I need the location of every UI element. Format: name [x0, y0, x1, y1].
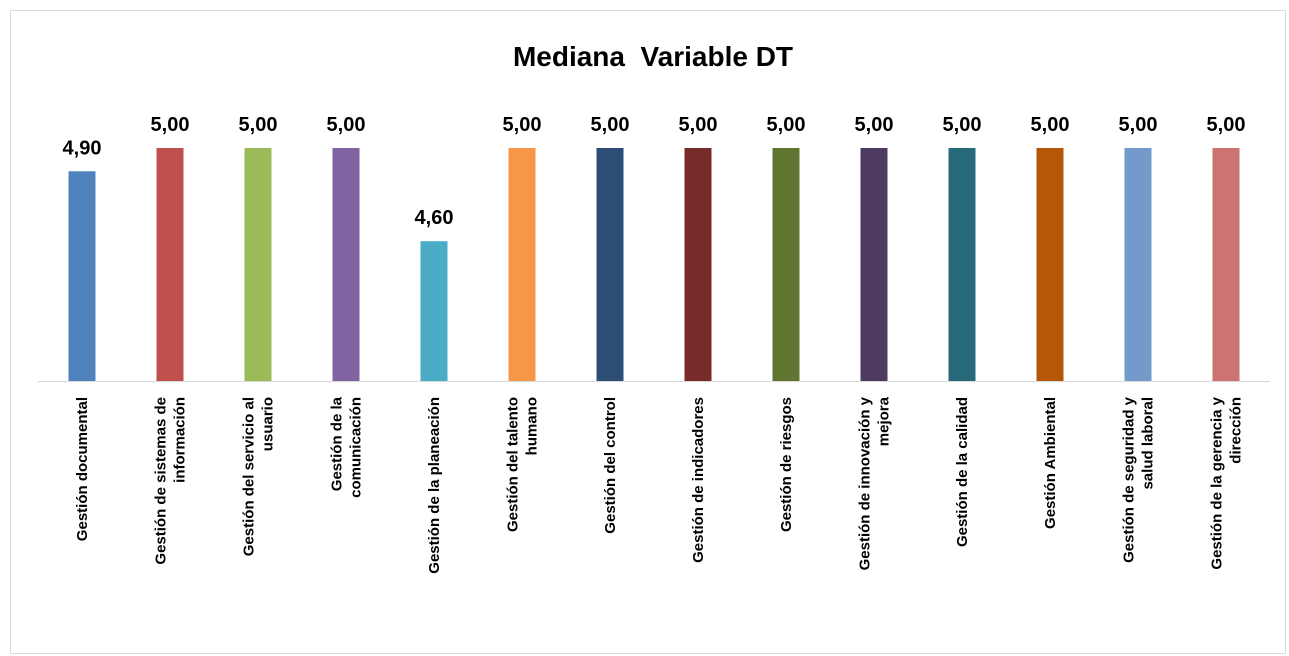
bar-6 [508, 148, 536, 381]
data-label-14: 5,00 [1207, 114, 1246, 136]
data-label-11: 5,00 [943, 114, 982, 136]
data-labels-group: 4,90 5,00 5,00 5,00 4,60 5,00 5,00 5,00 5,00 5,00… [63, 114, 1246, 229]
category-label-5: Gestión de la planeación [426, 397, 443, 574]
bar-10 [860, 148, 888, 381]
category-label-line: Gestión de seguridad y [1121, 396, 1138, 563]
category-label-line: información [172, 397, 189, 483]
bar-11 [948, 148, 976, 381]
category-label-13: Gestión de seguridad y salud laboral [1121, 396, 1157, 563]
category-label-14: Gestión de la gerencia y dirección [1209, 396, 1245, 569]
category-label-line: Gestión de la planeación [426, 397, 443, 574]
category-label-line: Gestión Ambiental [1042, 397, 1059, 529]
category-label-10: Gestión de innovación y mejora [857, 396, 893, 570]
category-label-line: Gestión de la gerencia y [1209, 396, 1226, 569]
data-label-10: 5,00 [855, 114, 894, 136]
category-label-line: Gestión de innovación y [857, 396, 874, 570]
category-label-line: usuario [260, 397, 277, 451]
category-label-line: humano [524, 397, 541, 455]
bar-9 [772, 148, 800, 381]
category-label-line: dirección [1228, 397, 1245, 464]
category-label-line: mejora [876, 396, 893, 446]
category-label-3: Gestión del servicio al usuario [241, 397, 277, 556]
bar-12 [1036, 148, 1064, 381]
bar-7 [596, 148, 624, 381]
bar-8 [684, 148, 712, 381]
category-label-line: salud laboral [1140, 397, 1157, 490]
data-label-12: 5,00 [1031, 114, 1070, 136]
data-label-6: 5,00 [503, 114, 542, 136]
category-label-line: Gestión del control [602, 397, 619, 534]
data-label-3: 5,00 [239, 114, 278, 136]
bar-3 [244, 148, 272, 381]
category-labels-group: Gestión documental Gestión de sistemas de… [74, 396, 1245, 573]
category-label-line: Gestión de la calidad [954, 397, 971, 547]
category-label-8: Gestión de indicadores [690, 397, 707, 563]
data-label-1: 4,90 [63, 137, 102, 159]
category-label-line: Gestión de la [329, 396, 346, 491]
data-label-8: 5,00 [679, 114, 718, 136]
bar-14 [1212, 148, 1240, 381]
category-label-line: Gestión del talento [505, 397, 522, 532]
bar-4 [332, 148, 360, 381]
data-label-7: 5,00 [591, 114, 630, 136]
category-label-2: Gestión de sistemas de información [153, 397, 189, 565]
bar-5 [420, 241, 448, 381]
chart-frame [10, 10, 1286, 654]
bar-1 [68, 171, 96, 381]
category-label-12: Gestión Ambiental [1042, 397, 1059, 529]
data-label-13: 5,00 [1119, 114, 1158, 136]
category-label-11: Gestión de la calidad [954, 397, 971, 547]
category-label-1: Gestión documental [74, 397, 91, 541]
category-label-line: Gestión documental [74, 397, 91, 541]
category-label-line: Gestión de indicadores [690, 397, 707, 563]
data-label-2: 5,00 [151, 114, 190, 136]
category-label-6: Gestión del talento humano [505, 397, 541, 532]
category-label-line: Gestión de sistemas de [153, 397, 170, 565]
category-label-line: Gestión de riesgos [778, 397, 795, 532]
bar-2 [156, 148, 184, 381]
data-label-4: 5,00 [327, 114, 366, 136]
category-label-4: Gestión de la comunicación [329, 396, 365, 498]
chart-title: Mediana Variable DT [513, 41, 793, 72]
category-label-9: Gestión de riesgos [778, 397, 795, 532]
bars-group [68, 148, 1240, 381]
data-label-9: 5,00 [767, 114, 806, 136]
data-label-5: 4,60 [415, 207, 454, 229]
bar-13 [1124, 148, 1152, 381]
category-label-7: Gestión del control [602, 397, 619, 534]
category-label-line: comunicación [348, 397, 365, 498]
category-label-line: Gestión del servicio al [241, 397, 258, 556]
